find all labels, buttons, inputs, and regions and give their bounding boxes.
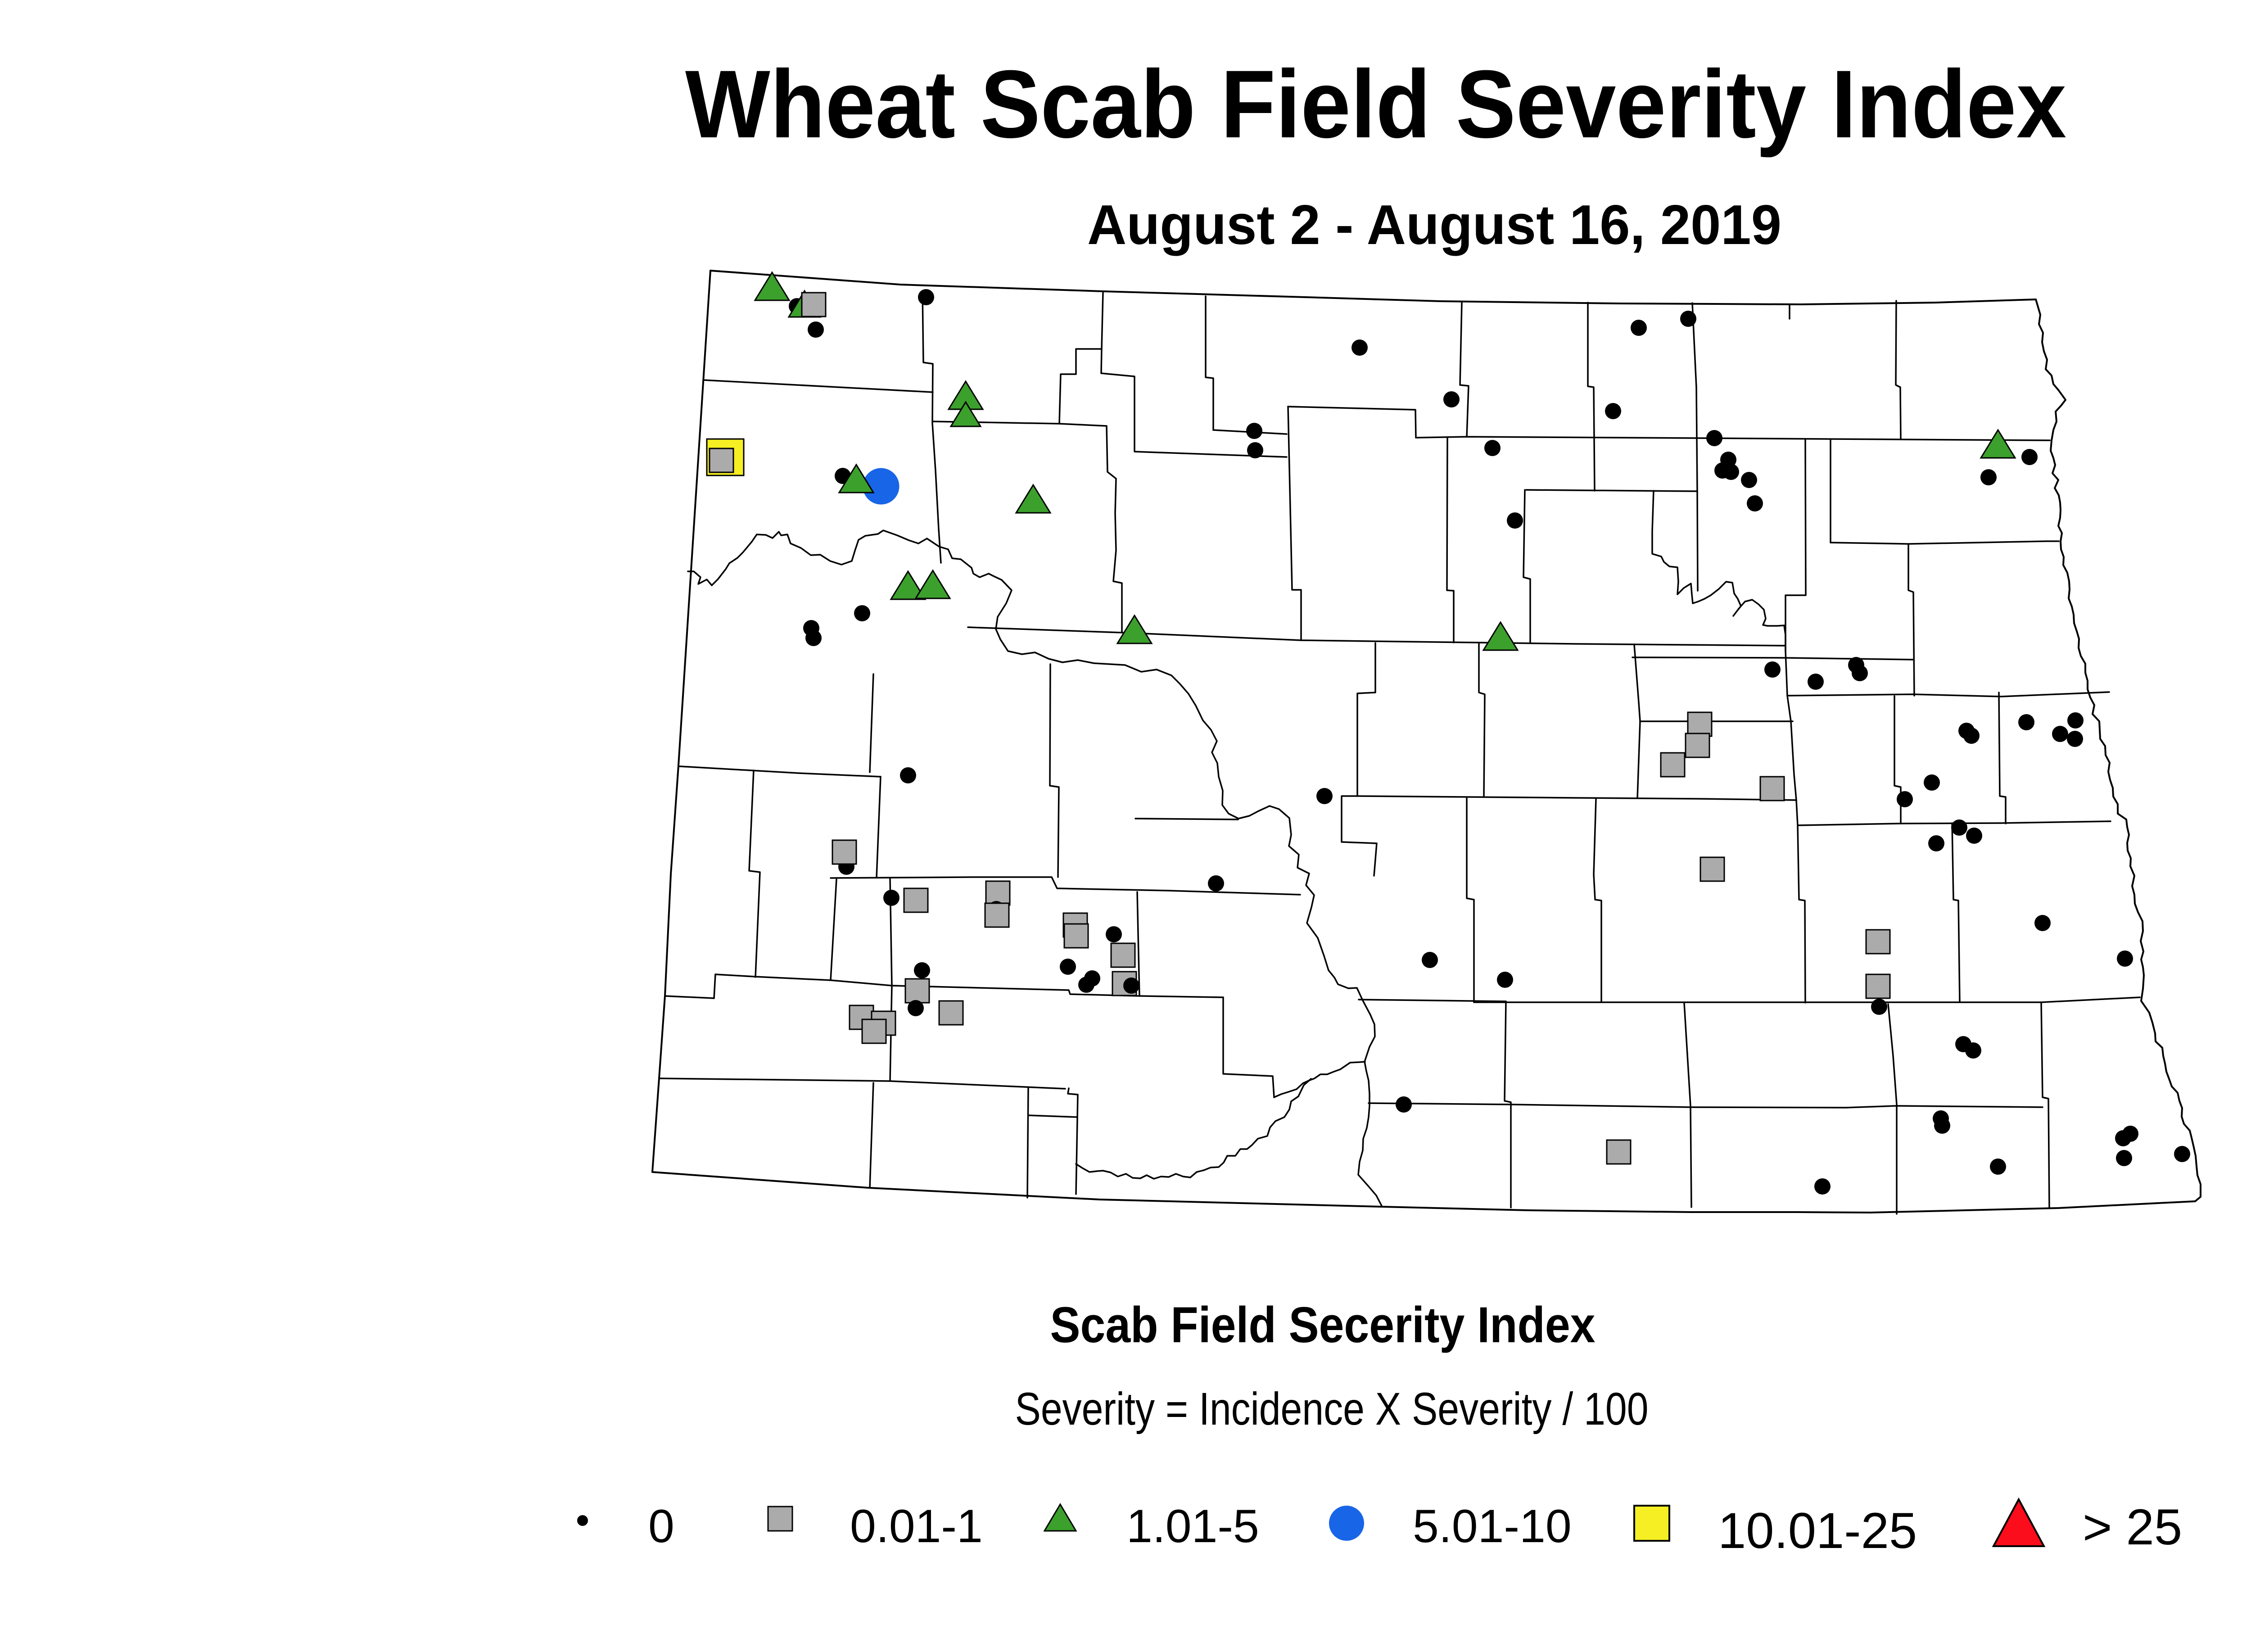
svg-text:0.01-1: 0.01-1 (850, 1500, 983, 1552)
svg-text:5.01-10: 5.01-10 (1413, 1500, 1572, 1552)
svg-text:> 25: > 25 (2083, 1499, 2182, 1555)
svg-text:0: 0 (648, 1500, 674, 1552)
svg-text:1.01-5: 1.01-5 (1126, 1500, 1259, 1552)
svg-text:10.01-25: 10.01-25 (1718, 1503, 1917, 1559)
svg-text:Wheat Scab Field Severity Inde: Wheat Scab Field Severity Index (685, 50, 2066, 158)
svg-text:Scab Field Secerity Index: Scab Field Secerity Index (1050, 1297, 1596, 1353)
svg-text:August 2 - August 16, 2019: August 2 - August 16, 2019 (1087, 194, 1781, 256)
svg-text:Severity = Incidence X Severit: Severity = Incidence X Severity / 100 (1015, 1383, 1649, 1435)
